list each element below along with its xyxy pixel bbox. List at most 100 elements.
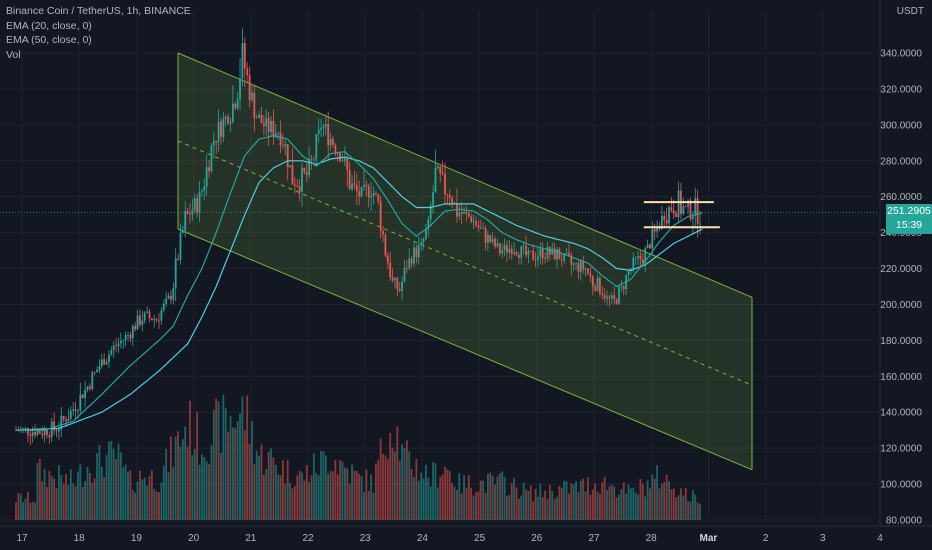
candle-body — [131, 326, 134, 339]
candle-body — [293, 184, 296, 186]
volume-bar — [88, 472, 91, 520]
candle-body — [198, 191, 201, 213]
volume-bar — [425, 464, 427, 520]
candle-body — [322, 126, 325, 129]
price-axis[interactable]: 340.0000 320.0000 300.0000 280.0000 260.0000… — [879, 0, 922, 527]
candle-body — [155, 319, 158, 320]
volume-bar — [215, 398, 218, 520]
volume-bar — [589, 494, 592, 520]
candle-body — [653, 229, 656, 232]
x-tick-label: 2 — [763, 533, 769, 544]
x-tick-label: 22 — [302, 533, 314, 544]
volume-bar — [517, 498, 520, 520]
candle-body — [644, 248, 647, 264]
volume-bar — [355, 470, 358, 520]
volume-bar — [98, 445, 101, 520]
candle-body — [38, 430, 41, 434]
candle-body — [81, 394, 84, 399]
candle-body — [217, 121, 220, 143]
candle-body — [379, 201, 382, 231]
volume-bar — [568, 493, 570, 520]
volume-bar — [577, 491, 580, 520]
volume-bar — [429, 486, 432, 520]
candle-body — [172, 288, 175, 300]
volume-bar — [651, 474, 654, 520]
volume-bar — [112, 449, 115, 520]
volume-bar — [103, 477, 106, 520]
candle-body — [41, 433, 44, 436]
candle-body — [627, 271, 630, 275]
candle-body — [522, 245, 525, 247]
volume-bar — [680, 488, 682, 520]
volume-bar — [315, 473, 318, 520]
volume-bar — [377, 460, 380, 520]
volume-bar — [487, 473, 489, 520]
volume-bar — [444, 466, 446, 520]
volume-bar — [129, 470, 132, 520]
currency-label[interactable]: USDT — [896, 6, 924, 17]
chart-legend: Binance Coin / TetherUS, 1h, BINANCE EMA… — [6, 4, 191, 62]
volume-bar — [344, 467, 346, 520]
candle-body — [141, 320, 144, 325]
candle-body — [596, 277, 599, 291]
volume-bar — [67, 484, 70, 520]
ema20-legend[interactable]: EMA (20, close, 0) — [6, 19, 92, 32]
volume-bar — [205, 461, 208, 520]
volume-bar — [248, 444, 251, 520]
volume-bar — [448, 471, 451, 520]
volume-bar — [241, 396, 244, 520]
volume-bar — [432, 462, 434, 520]
y-tick-label: 320.0000 — [880, 84, 922, 95]
time-axis[interactable]: 17 18 19 20 21 22 23 24 25 26 27 28 Mar 2 3 4 — [0, 525, 932, 544]
candle-body — [50, 421, 53, 438]
volume-bar — [131, 489, 134, 520]
volume-bar — [601, 482, 604, 520]
volume-bar — [165, 449, 168, 520]
candle-body — [358, 191, 361, 197]
volume-bar — [548, 484, 551, 520]
volume-bar — [193, 448, 196, 520]
candle-body — [544, 258, 546, 260]
candle-body — [408, 258, 411, 269]
candle-body — [589, 273, 592, 277]
volume-bar — [86, 466, 89, 520]
volume-bar — [656, 465, 659, 520]
volume-bar — [410, 468, 413, 520]
candle-body — [98, 366, 101, 371]
ema50-legend[interactable]: EMA (50, close, 0) — [6, 34, 92, 46]
volume-bar — [69, 469, 72, 520]
volume-bar — [358, 473, 361, 520]
candle-body — [363, 184, 365, 187]
volume-legend[interactable]: Vol — [6, 48, 21, 61]
volume-bar — [663, 481, 666, 520]
parallel-channel[interactable] — [177, 52, 753, 471]
volume-bar — [415, 458, 418, 520]
candle-body — [282, 145, 284, 147]
symbol-title[interactable]: Binance Coin / TetherUS, 1h, BINANCE — [6, 5, 191, 17]
candle-body — [394, 278, 396, 281]
volume-bar — [582, 478, 585, 520]
candle-body — [348, 170, 351, 190]
candle-body — [74, 409, 77, 411]
volume-bar — [272, 457, 275, 520]
candle-body — [525, 245, 527, 256]
candle-body — [439, 166, 442, 174]
candle-body — [62, 415, 65, 420]
rectangle-pattern[interactable] — [643, 201, 720, 229]
volume-bar — [510, 482, 513, 520]
volume-bar — [558, 485, 561, 520]
volume-bar — [305, 465, 308, 520]
candle-body — [93, 372, 96, 374]
candle-body — [201, 190, 203, 192]
y-tick-label: 180.0000 — [880, 336, 922, 347]
volume-bar — [143, 477, 146, 520]
volume-bar — [353, 470, 356, 520]
volume-bar — [520, 495, 523, 520]
volume-bar — [687, 501, 689, 520]
volume-bar — [413, 477, 415, 520]
candle-body — [684, 206, 687, 208]
volume-bar — [108, 441, 110, 520]
candle-body — [153, 319, 156, 321]
